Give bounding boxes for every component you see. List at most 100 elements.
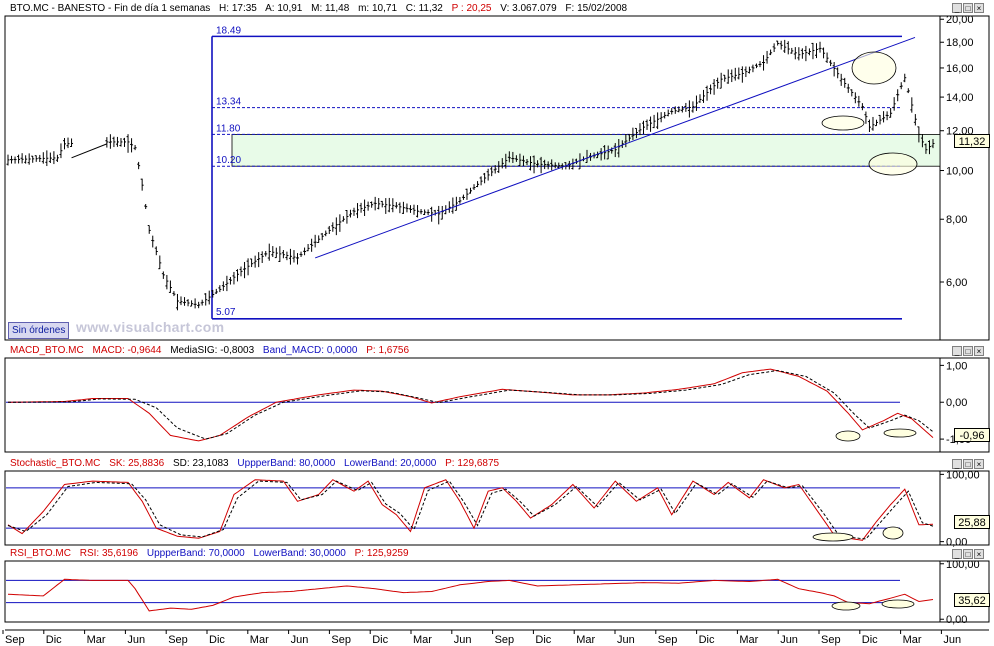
rsi-header-upper: UppperBand: 70,0000	[146, 548, 245, 559]
annotation-ellipse	[821, 115, 865, 131]
x-tick-label: Dic	[862, 634, 878, 646]
price-header-high: M: 11,48	[311, 3, 350, 14]
price-header-symbol: BTO.MC - BANESTO - Fin de día 1 semanas	[10, 3, 211, 14]
macd-panel-frame	[4, 357, 990, 453]
macd-header: MACD_BTO.MC MACD: -0,9644 MediaSIG: -0,8…	[10, 344, 415, 358]
maximize-button[interactable]: □	[963, 459, 973, 469]
annotation-ellipse	[881, 599, 915, 609]
macd-header-p: P: 1,6756	[366, 345, 410, 356]
price-header: BTO.MC - BANESTO - Fin de día 1 semanas …	[10, 2, 633, 16]
price-tick-label: 8,00	[946, 214, 967, 226]
annotation-ellipse	[883, 428, 917, 438]
minimize-button[interactable]: _	[952, 3, 962, 13]
x-tick-label: Sep	[821, 634, 841, 646]
level-lines: 18.49 13.34 11.80 10.20 5.07	[211, 25, 902, 320]
rsi-header-p: P: 125,9259	[354, 548, 409, 559]
stoch-last-value: 25,88	[954, 515, 990, 529]
price-tick-label: 16,00	[946, 63, 974, 75]
indicator-tick-label: 0,00	[946, 397, 967, 409]
stoch-header-p: P: 129,6875	[445, 458, 500, 469]
rsi-header-rsi: RSI: 35,6196	[79, 548, 139, 559]
level-label: 5.07	[216, 307, 236, 318]
rsi-header-name: RSI_BTO.MC	[10, 548, 71, 559]
trend-line-segment	[314, 36, 916, 259]
price-header-p: P : 20,25	[451, 3, 492, 14]
stoch-header-name: Stochastic_BTO.MC	[10, 458, 101, 469]
stoch-panel-frame	[4, 470, 990, 546]
x-tick-label: Mar	[576, 634, 595, 646]
orders-button[interactable]: Sin órdenes	[8, 322, 70, 339]
x-tick-label: Jun	[780, 634, 798, 646]
price-tick-label: 6,00	[946, 277, 967, 289]
x-tick-label: Jun	[454, 634, 472, 646]
price-tick-label: 20,00	[946, 14, 974, 26]
stoch-window-buttons: _ □ ×	[952, 459, 984, 469]
x-tick-label: Mar	[903, 634, 922, 646]
price-panel-frame	[4, 15, 990, 341]
price-header-open: A: 10,91	[265, 3, 303, 14]
stoch-header-sk: SK: 25,8836	[109, 458, 165, 469]
minimize-button[interactable]: _	[952, 459, 962, 469]
indicator-tick-label: 1,00	[946, 360, 967, 372]
x-tick-label: Mar	[87, 634, 106, 646]
mediasig-line	[8, 369, 934, 440]
rsi-header: RSI_BTO.MC RSI: 35,6196 UppperBand: 70,0…	[10, 547, 415, 561]
x-tick-label: Jun	[291, 634, 309, 646]
x-tick-label: Dic	[699, 634, 715, 646]
price-header-low: m: 10,71	[358, 3, 398, 14]
indicator-lines	[6, 368, 934, 612]
close-button[interactable]: ×	[974, 3, 984, 13]
sd-line	[7, 480, 934, 540]
macd-window-buttons: _ □ ×	[952, 346, 984, 356]
x-tick-label: Mar	[250, 634, 269, 646]
x-tick-label: Jun	[617, 634, 635, 646]
trend-line	[314, 36, 916, 259]
price-bars	[6, 39, 935, 311]
x-tick-label: Sep	[495, 634, 515, 646]
minimize-button[interactable]: _	[952, 346, 962, 356]
annotation-ellipse	[835, 430, 861, 442]
price-tick-label: 14,00	[946, 92, 974, 104]
price-tick-label: 10,00	[946, 166, 974, 178]
close-button[interactable]: ×	[974, 459, 984, 469]
maximize-button[interactable]: □	[963, 549, 973, 559]
indicator-tick-label: 100,00	[946, 559, 980, 571]
rsi-last-value: 35,62	[954, 593, 990, 607]
rsi-line	[7, 578, 934, 612]
maximize-button[interactable]: □	[963, 3, 973, 13]
level-label: 18.49	[216, 25, 241, 36]
panel-frames	[4, 15, 990, 623]
x-tick-label: Dic	[372, 634, 388, 646]
macd-header-band: Band_MACD: 0,0000	[262, 345, 358, 356]
annotation-ellipse	[868, 152, 918, 176]
price-header-time: H: 17:35	[219, 3, 257, 14]
maximize-button[interactable]: □	[963, 346, 973, 356]
annotation-ellipse	[831, 601, 861, 611]
price-window-buttons: _ □ ×	[952, 3, 984, 13]
x-tick-label: Sep	[5, 634, 25, 646]
price-flat-segment	[71, 143, 108, 159]
stoch-header-lower: LowerBand: 20,0000	[344, 458, 437, 469]
x-tick-label: Sep	[658, 634, 678, 646]
indicator-tick-label: 0,00	[946, 614, 967, 626]
level-label: 10.20	[216, 155, 241, 166]
axes: 6,008,0010,0012,0014,0016,0018,0020,001,…	[2, 14, 989, 646]
support-zone	[231, 134, 941, 167]
level-label: 13.34	[216, 97, 241, 108]
macd-header-name: MACD_BTO.MC	[10, 345, 84, 356]
x-tick-label: Sep	[331, 634, 351, 646]
macd-header-signal: MediaSIG: -0,8003	[170, 345, 255, 356]
macd-last-value: -0,96	[954, 428, 990, 442]
close-button[interactable]: ×	[974, 346, 984, 356]
rsi-header-lower: LowerBand: 30,0000	[253, 548, 346, 559]
x-tick-label: Jun	[127, 634, 145, 646]
minimize-button[interactable]: _	[952, 549, 962, 559]
indicator-tick-label: 100,00	[946, 469, 980, 481]
annotation-ellipse	[851, 51, 897, 85]
x-tick-label: Dic	[209, 634, 225, 646]
close-button[interactable]: ×	[974, 549, 984, 559]
macd-header-macd: MACD: -0,9644	[92, 345, 162, 356]
x-tick-label: Mar	[739, 634, 758, 646]
